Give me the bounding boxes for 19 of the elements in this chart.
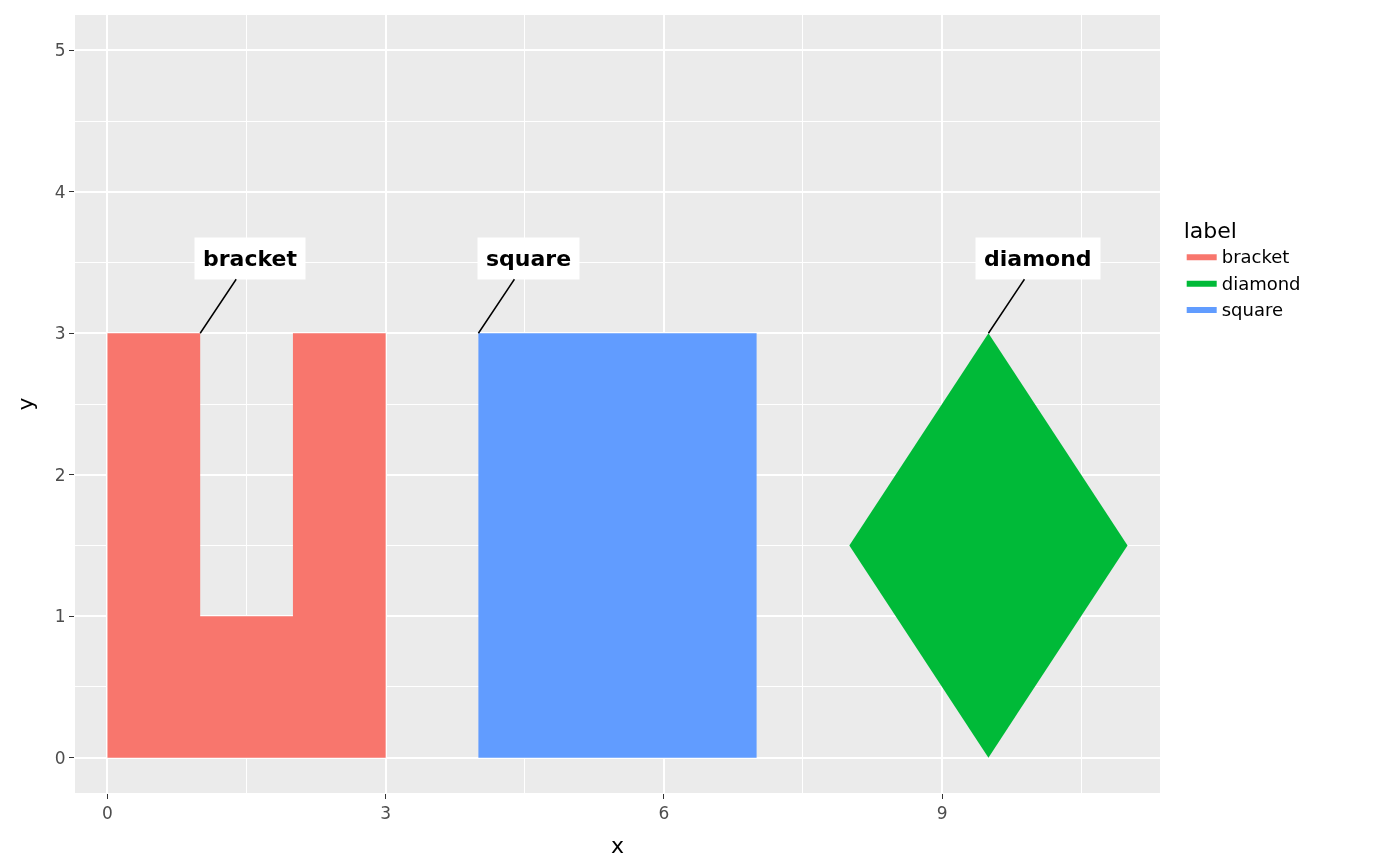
y-tick-label: 2	[54, 464, 66, 485]
x-tick-label: 0	[102, 803, 113, 824]
x-axis-title: x	[610, 833, 625, 859]
legend-title: label	[1183, 218, 1237, 244]
y-tick-label: 0	[54, 747, 66, 768]
annotation: square	[486, 246, 572, 271]
annotation: bracket	[203, 246, 298, 271]
y-tick-label: 3	[54, 323, 66, 344]
y-tick-label: 4	[54, 181, 66, 202]
y-tick-label: 5	[54, 40, 66, 61]
y-axis-title: y	[12, 397, 38, 411]
legend-label: bracket	[1221, 246, 1290, 268]
y-tick-label: 1	[54, 606, 66, 627]
legend-label: diamond	[1221, 272, 1301, 294]
annotation: diamond	[984, 246, 1092, 271]
x-tick-label: 3	[380, 803, 392, 824]
legend-label: square	[1221, 299, 1284, 321]
x-tick-label: 6	[658, 803, 670, 824]
x-tick-label: 9	[936, 803, 948, 824]
